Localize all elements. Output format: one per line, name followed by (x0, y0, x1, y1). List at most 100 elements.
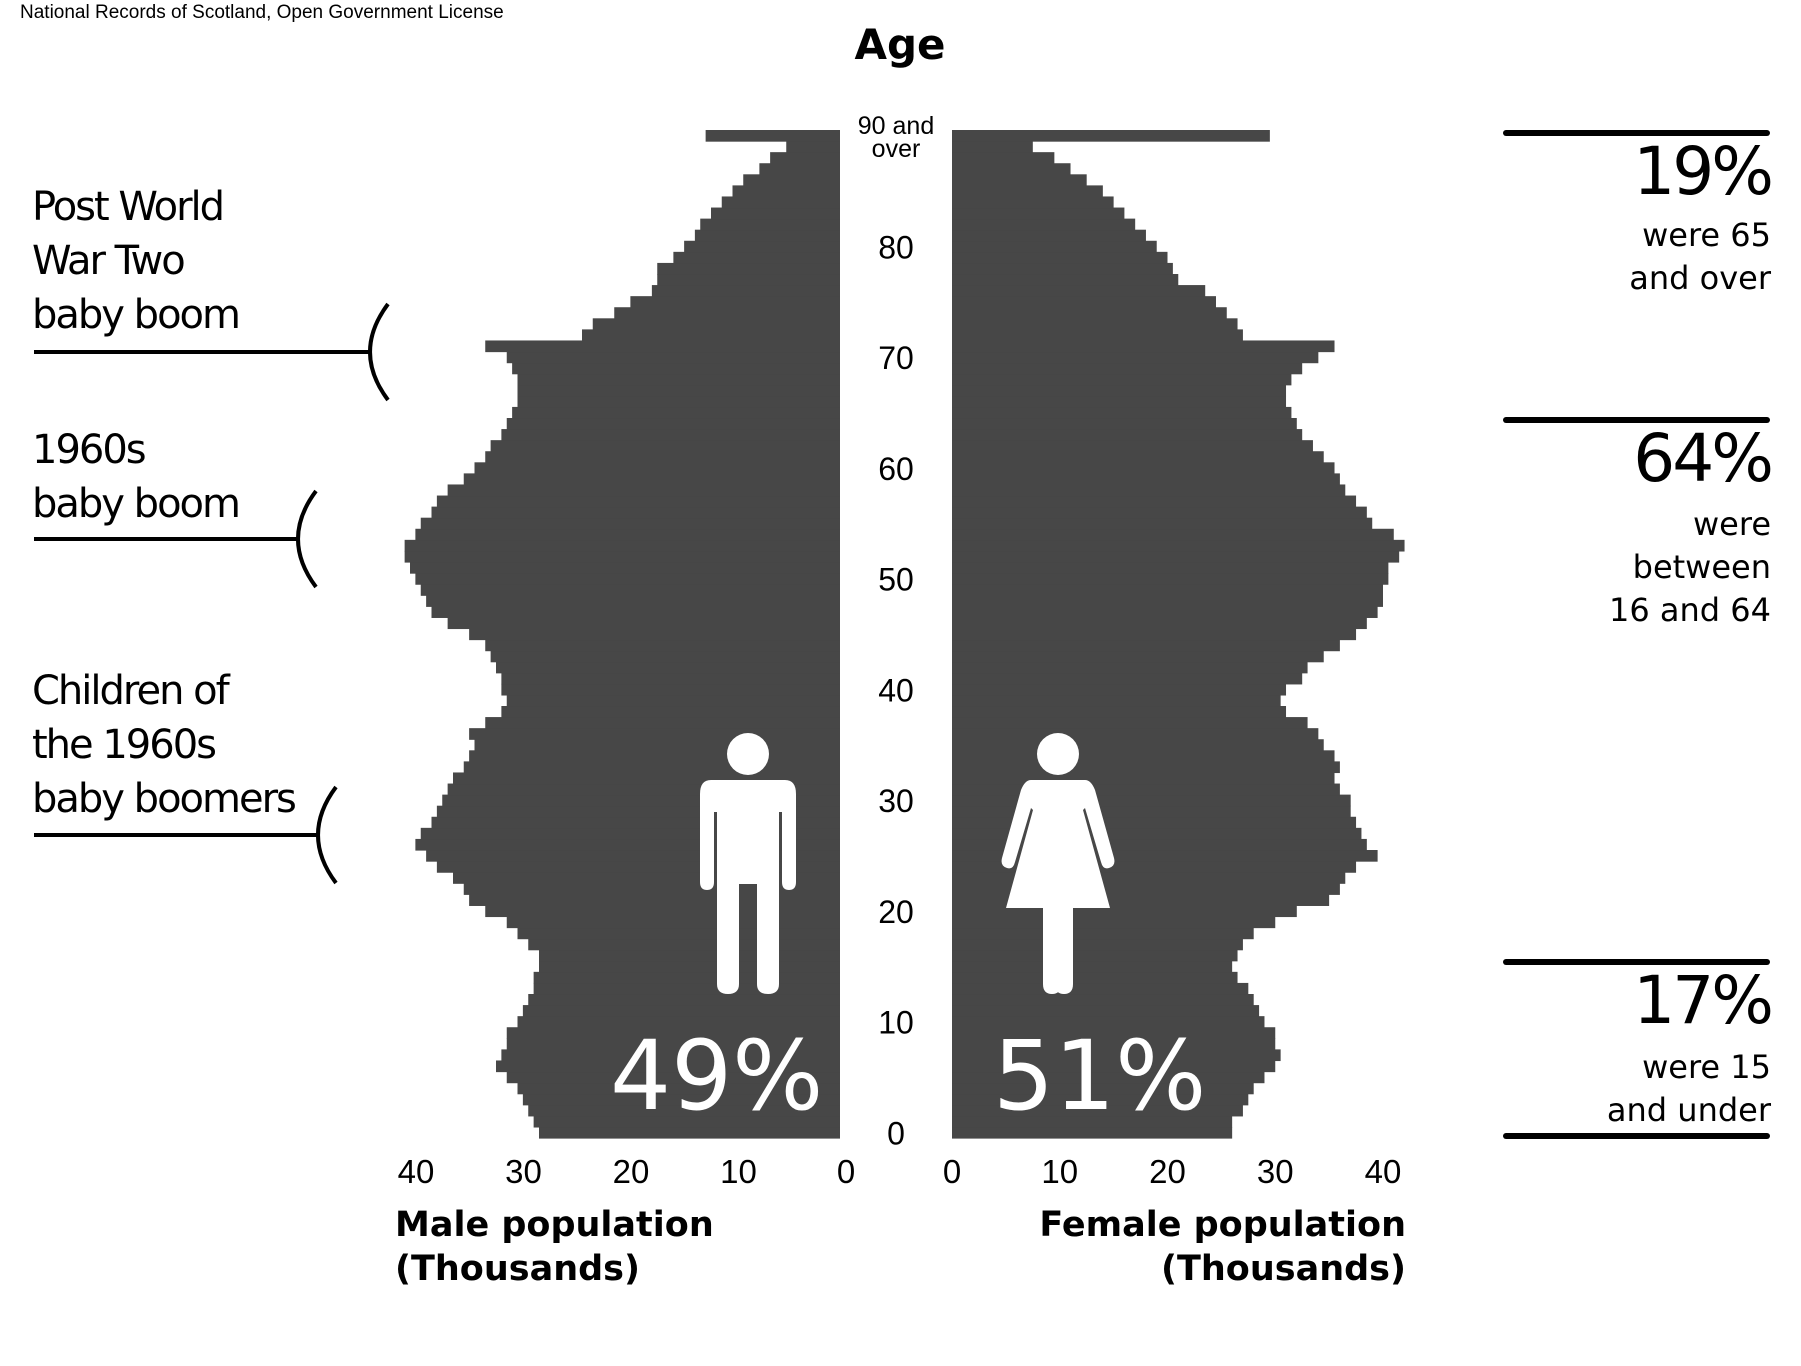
male-bar-age-55 (420, 517, 840, 530)
male-bar-age-14 (533, 971, 840, 984)
male-bar-age-59 (463, 473, 840, 486)
male-bar-age-80 (684, 240, 840, 253)
male-bar-age-7 (501, 1049, 840, 1062)
male-bar-age-87 (759, 163, 840, 175)
female-bar-age-89 (952, 141, 1033, 153)
female-bar-age-65 (952, 406, 1292, 419)
female-bar-age-3 (952, 1093, 1249, 1106)
male-bar-age-16 (539, 949, 840, 962)
female-bar-age-30 (952, 794, 1351, 807)
female-bar-age-7 (952, 1049, 1281, 1062)
female-bar-age-45 (952, 628, 1357, 641)
male-bar-age-50 (415, 573, 840, 585)
male-x-tick-label: 20 (613, 1153, 650, 1190)
source-credit: National Records of Scotland, Open Gover… (20, 2, 504, 23)
male-x-tick-label: 10 (720, 1153, 757, 1190)
age-tick-label: 30 (878, 783, 914, 819)
stat-under-15-label: were 15 and under (1606, 1048, 1771, 1129)
age-tick-label-90-plus-line1: 90 and (858, 112, 934, 140)
age-tick-label: 0 (887, 1115, 905, 1151)
male-bar-age-57 (436, 495, 840, 508)
male-bar-age-47 (431, 606, 840, 618)
female-bar-age-55 (952, 517, 1373, 530)
stat-16-64-percent: 64% (1633, 420, 1774, 497)
male-bar-age-5 (506, 1071, 840, 1084)
female-bar-age-8 (952, 1038, 1276, 1050)
female-person-icon (1001, 733, 1115, 994)
stat-16-64-label: were between 16 and 64 (1609, 505, 1771, 629)
female-bar-age-26 (952, 838, 1367, 851)
female-bar-age-48 (952, 595, 1383, 607)
female-bar-age-62 (952, 440, 1313, 452)
female-x-tick-label: 30 (1257, 1153, 1294, 1190)
female-bar-age-90+ (952, 130, 1270, 142)
female-bar-age-63 (952, 429, 1303, 441)
female-bar-age-61 (952, 451, 1324, 463)
female-bar-age-41 (952, 672, 1303, 685)
male-bar-age-61 (485, 451, 840, 463)
male-bar-age-24 (436, 861, 840, 873)
male-share-percent: 49% (610, 1020, 824, 1132)
female-bar-age-27 (952, 827, 1362, 840)
female-bar-age-13 (952, 982, 1249, 995)
stat-65-plus-label: were 65 and over (1629, 216, 1771, 297)
female-bar-age-49 (952, 584, 1383, 596)
female-bar-age-56 (952, 506, 1367, 519)
male-bar-age-34 (469, 750, 840, 762)
male-bar-age-48 (426, 595, 840, 607)
age-tick-label-90-plus-line2: over (872, 135, 921, 163)
male-bar-age-42 (496, 661, 840, 674)
annotation-bracket (368, 302, 390, 402)
male-bar-age-53 (404, 539, 840, 552)
female-bar-age-36 (952, 728, 1319, 740)
annotation-bracket (296, 489, 318, 589)
male-bar-age-40 (501, 683, 840, 696)
female-bar-age-24 (952, 861, 1357, 873)
female-x-tick-label: 0 (943, 1153, 961, 1190)
female-bar-age-0 (952, 1126, 1233, 1139)
male-bar-age-2 (528, 1104, 840, 1117)
female-bar-age-53 (952, 539, 1405, 552)
female-bar-age-33 (952, 761, 1340, 774)
male-bar-age-66 (517, 395, 840, 408)
male-bar-age-36 (469, 728, 840, 740)
male-bar-age-67 (517, 384, 840, 397)
male-bar-age-6 (496, 1060, 840, 1073)
male-bar-age-10 (517, 1016, 840, 1028)
male-bar-age-22 (463, 883, 840, 895)
annotation-children-of-boomers: Children of the 1960s baby boomers (32, 668, 297, 822)
male-bar-age-9 (506, 1027, 840, 1039)
male-bar-age-84 (721, 196, 840, 209)
female-bar-age-2 (952, 1104, 1243, 1117)
male-bar-age-58 (447, 484, 840, 497)
female-bar-age-59 (952, 473, 1340, 486)
stat-under-15-percent: 17% (1633, 962, 1774, 1039)
female-bar-age-20 (952, 905, 1297, 918)
female-bar-age-22 (952, 883, 1340, 895)
age-tick-label: 10 (878, 1005, 914, 1041)
female-bar-age-1 (952, 1115, 1233, 1128)
female-bar-age-19 (952, 916, 1276, 929)
male-bar-age-62 (490, 440, 840, 452)
male-bar-age-89 (786, 141, 840, 153)
male-person-icon (700, 733, 796, 994)
female-bar-age-52 (952, 550, 1400, 563)
age-tick-label: 20 (878, 894, 914, 930)
female-bar-age-12 (952, 994, 1254, 1006)
male-bar-age-77 (657, 274, 840, 286)
female-bar-age-73 (952, 318, 1238, 330)
female-bar-age-29 (952, 805, 1351, 818)
male-x-tick-label: 0 (837, 1153, 855, 1190)
male-bar-age-82 (700, 218, 840, 231)
female-bar-age-47 (952, 606, 1378, 618)
female-bar-age-38 (952, 706, 1287, 718)
female-bar-age-76 (952, 285, 1206, 297)
male-bar-age-52 (404, 550, 840, 563)
female-bar-age-15 (952, 960, 1233, 973)
female-bar-age-77 (952, 274, 1179, 286)
male-bar-age-18 (517, 927, 840, 940)
male-bar-age-90+ (705, 130, 840, 142)
female-bars (952, 130, 1405, 1139)
female-bar-age-71 (952, 340, 1335, 353)
